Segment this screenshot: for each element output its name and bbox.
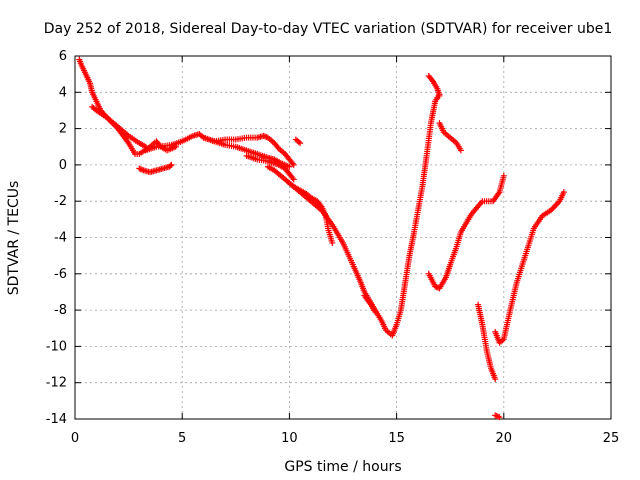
y-tick-label: -4 bbox=[54, 231, 67, 246]
y-tick-label: -8 bbox=[54, 303, 67, 318]
data-point bbox=[457, 147, 464, 154]
y-tick-label: -6 bbox=[54, 267, 67, 282]
grid bbox=[75, 56, 611, 419]
x-axis-label: GPS time / hours bbox=[284, 459, 401, 475]
data-point bbox=[297, 140, 304, 147]
data-point bbox=[428, 77, 435, 84]
y-tick-label: -12 bbox=[46, 376, 67, 391]
data-point bbox=[290, 176, 297, 183]
axis-ticks: 0 5 10 15 20 25 -14 -12 -10 -8 -6 -4 -2 0 2 4 6 bbox=[46, 49, 620, 446]
data-point bbox=[436, 92, 443, 99]
data-point bbox=[329, 239, 336, 246]
data-point bbox=[290, 161, 297, 168]
y-tick-label: 0 bbox=[59, 158, 67, 173]
x-tick-label: 0 bbox=[71, 431, 79, 446]
y-tick-label: 6 bbox=[59, 49, 67, 64]
data-point bbox=[500, 172, 507, 179]
y-tick-label: 2 bbox=[59, 122, 67, 137]
y-tick-label: 4 bbox=[59, 85, 67, 100]
x-tick-label: 5 bbox=[178, 431, 186, 446]
data-point bbox=[289, 175, 296, 182]
data-point bbox=[274, 144, 281, 151]
data-point bbox=[167, 162, 174, 169]
data-point bbox=[560, 189, 567, 196]
x-tick-label: 10 bbox=[281, 431, 298, 446]
y-axis-label: SDTVAR / TECUs bbox=[6, 181, 22, 296]
chart-title: Day 252 of 2018, Sidereal Day-to-day VTE… bbox=[44, 21, 613, 37]
data-point bbox=[286, 163, 293, 170]
data-point bbox=[496, 414, 503, 421]
y-tick-label: -2 bbox=[54, 194, 67, 209]
data-points bbox=[76, 56, 567, 421]
data-point bbox=[168, 161, 175, 168]
data-point bbox=[372, 308, 379, 315]
x-tick-label: 20 bbox=[496, 431, 513, 446]
x-tick-label: 25 bbox=[603, 431, 620, 446]
y-tick-label: -14 bbox=[46, 412, 67, 427]
data-point bbox=[492, 376, 499, 383]
y-tick-label: -10 bbox=[46, 339, 67, 354]
data-point bbox=[289, 160, 296, 167]
data-point bbox=[493, 412, 500, 419]
x-tick-label: 15 bbox=[388, 431, 405, 446]
